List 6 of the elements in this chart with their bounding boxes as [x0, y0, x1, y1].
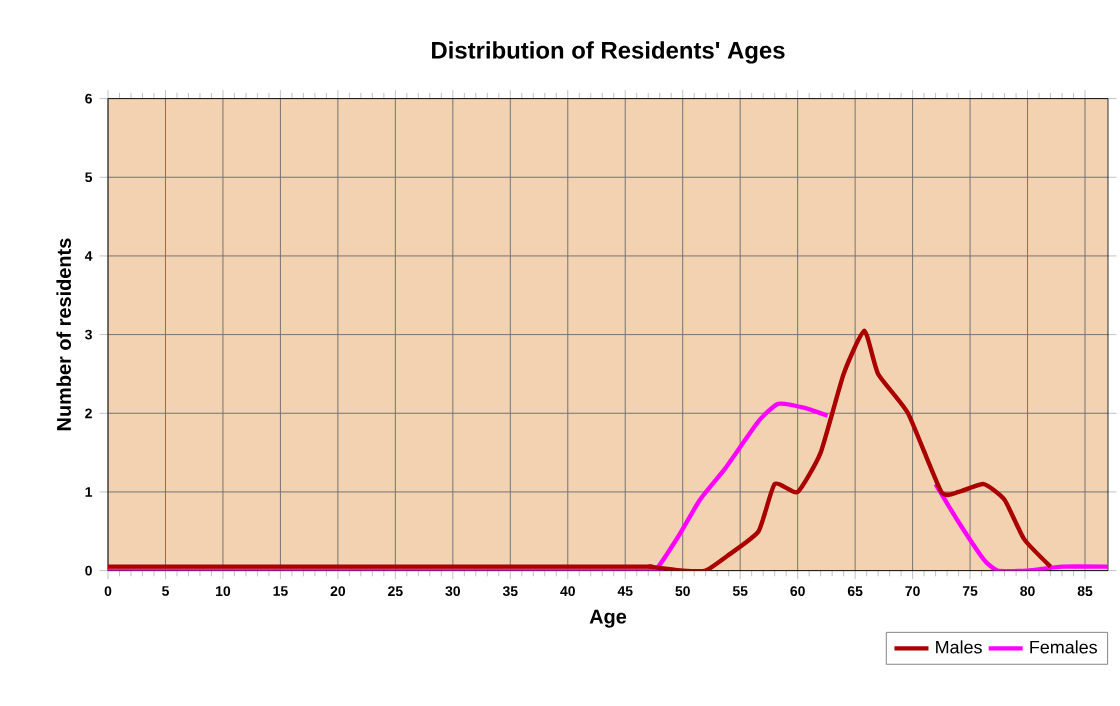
y-axis-title: Number of residents [56, 238, 72, 431]
legend-label: Males [936, 640, 982, 654]
x-axis-title: Age [589, 609, 627, 628]
chart-title: Distribution of Residents' Ages [432, 41, 785, 64]
legend-label: Females [1030, 640, 1097, 654]
line-series [108, 328, 1053, 571]
